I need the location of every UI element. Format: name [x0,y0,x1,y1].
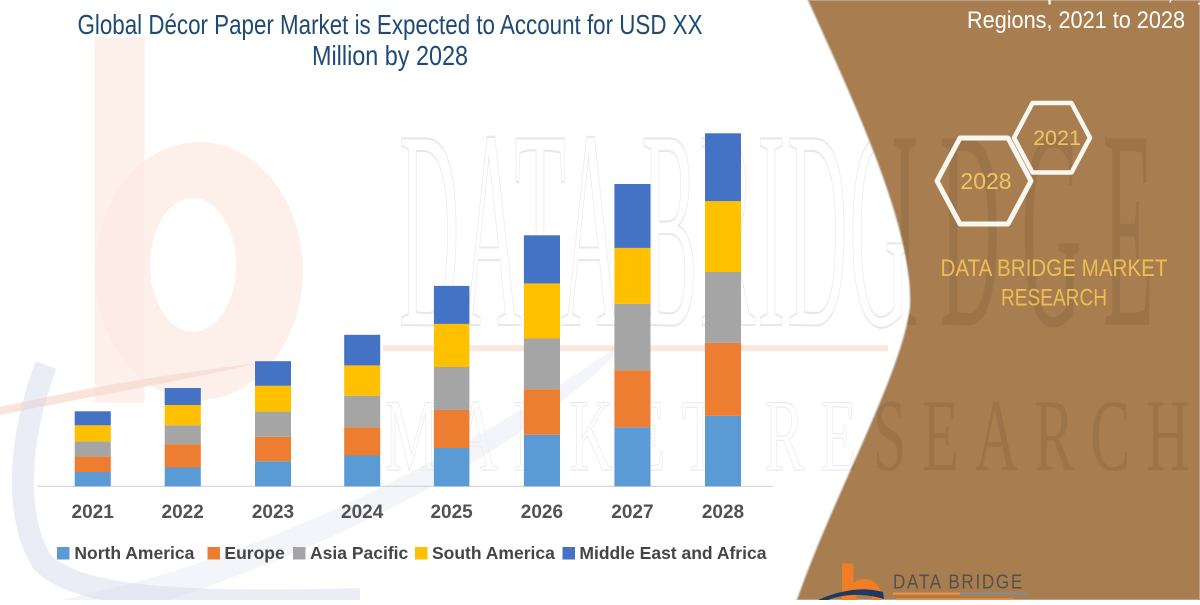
svg-text:2028: 2028 [702,502,744,523]
svg-text:Regions, 2021 to 2028: Regions, 2021 to 2028 [967,7,1185,34]
svg-text:2023: 2023 [252,502,294,523]
svg-text:South America: South America [432,543,555,563]
svg-text:2022: 2022 [162,502,204,523]
svg-text:2021: 2021 [1033,126,1081,150]
svg-text:DATA BRIDGE MARKET: DATA BRIDGE MARKET [941,256,1168,282]
svg-text:Million by 2028: Million by 2028 [312,40,468,71]
svg-text:Middle East and Africa: Middle East and Africa [579,543,766,563]
svg-text:Asia Pacific: Asia Pacific [310,543,409,563]
svg-text:2021: 2021 [72,502,115,523]
svg-text:2028: 2028 [960,168,1011,194]
svg-text:2026: 2026 [521,502,563,523]
svg-text:RESEARCH: RESEARCH [1001,286,1107,312]
svg-text:2027: 2027 [611,502,653,523]
svg-text:2024: 2024 [341,502,384,523]
svg-text:Décor Paper Market, By: Décor Paper Market, By [942,0,1200,6]
svg-text:DATA BRIDGE: DATA BRIDGE [893,571,1024,593]
svg-text:Global Décor Paper Market is E: Global Décor Paper Market is Expected to… [78,9,703,40]
svg-text:2025: 2025 [430,502,473,523]
svg-text:Europe: Europe [224,543,285,563]
svg-text:North America: North America [74,543,194,563]
